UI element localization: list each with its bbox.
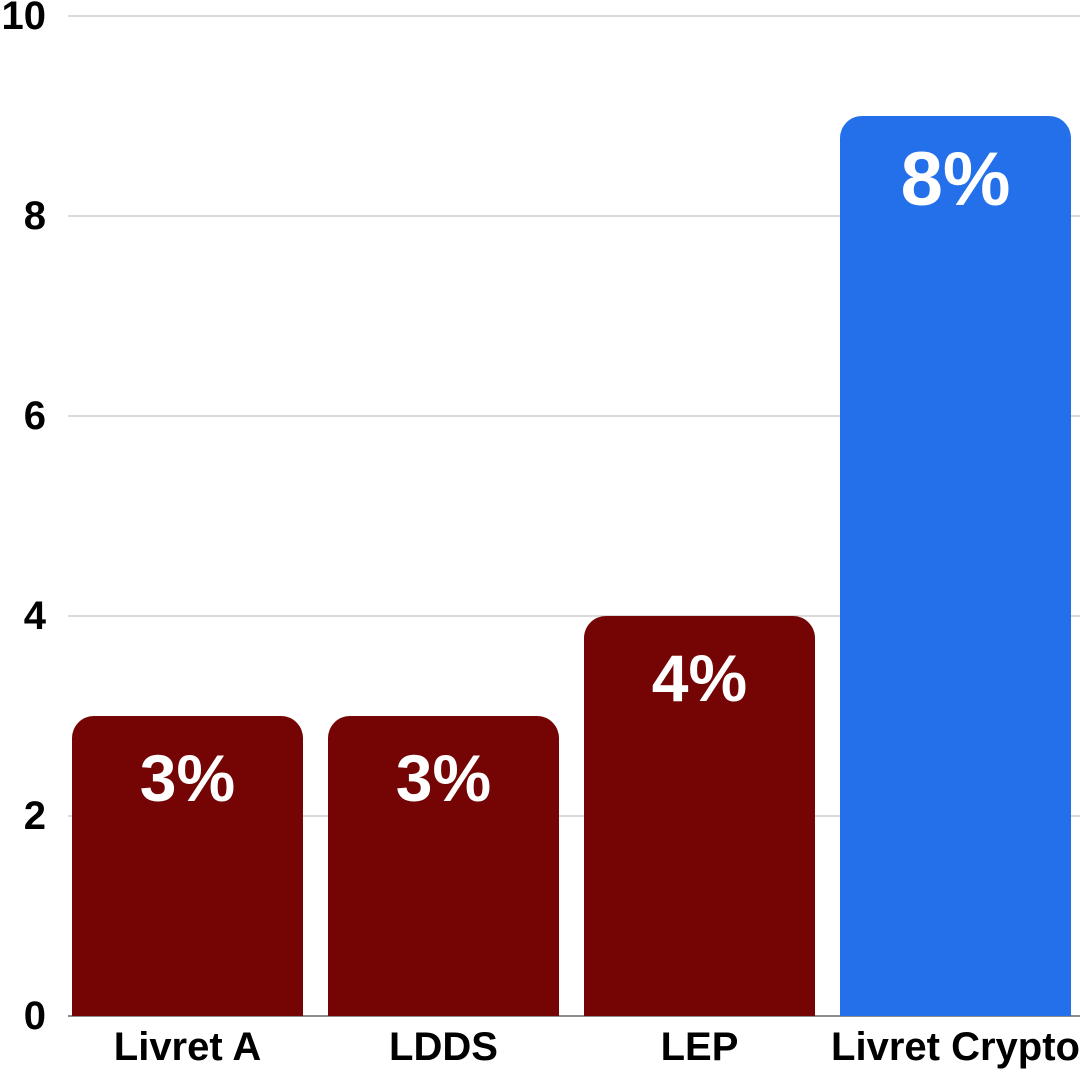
bar-value-label: 3% <box>395 741 492 815</box>
bar-value-label: 8% <box>900 137 1011 222</box>
gridline-y-4 <box>68 615 1080 617</box>
y-tick-label-4: 4 <box>23 594 46 638</box>
bar-value-label: 3% <box>139 741 236 815</box>
y-tick-label-8: 8 <box>23 194 46 238</box>
y-tick-label-6: 6 <box>23 394 46 438</box>
bar-ldds: 3% <box>328 716 559 1016</box>
bar-value-label: 4% <box>651 641 748 715</box>
bar-livret-a: 3% <box>72 716 303 1016</box>
bar-lep: 4% <box>584 616 815 1016</box>
y-tick-label-2: 2 <box>23 794 46 838</box>
bar-livret-crypto: 8% <box>840 116 1071 1016</box>
x-tick-label-livret-a: Livret A <box>113 1025 262 1069</box>
gridline-y-2 <box>68 815 1080 817</box>
x-tick-label-lep: LEP <box>660 1025 739 1069</box>
gridline-y-8 <box>68 215 1080 217</box>
gridline-y-10 <box>68 15 1080 17</box>
x-tick-label-livret-crypto: Livret Crypto <box>831 1025 1080 1069</box>
y-tick-label-0: 0 <box>23 994 46 1038</box>
x-tick-label-ldds: LDDS <box>389 1025 498 1069</box>
gridline-y-6 <box>68 415 1080 417</box>
y-tick-label-10: 10 <box>1 0 47 38</box>
x-axis-baseline <box>68 1015 1080 1017</box>
